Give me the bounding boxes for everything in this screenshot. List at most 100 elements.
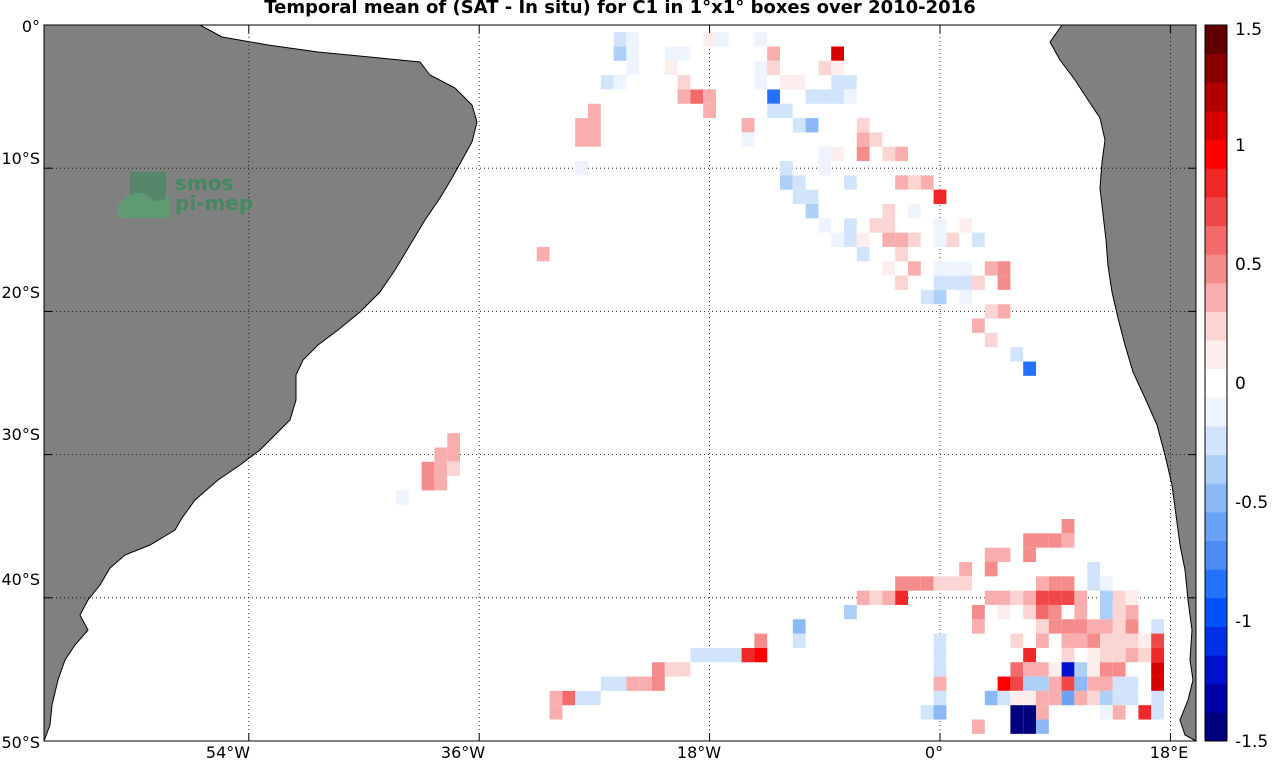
heatmap-cell [767, 89, 780, 104]
x-axis-labels: 54°W 36°W 18°W 0° 18°E [206, 743, 1188, 762]
heatmap-cell [831, 46, 844, 61]
heatmap-cell [613, 676, 627, 691]
heatmap-cell [933, 261, 947, 276]
heatmap-cell [972, 604, 985, 620]
heatmap-cell [1112, 619, 1126, 634]
heatmap-cell [933, 662, 947, 677]
heatmap-cell [792, 619, 806, 634]
heatmap-cell [1151, 662, 1164, 677]
heatmap-cell [626, 32, 640, 47]
heatmap-cell [946, 261, 960, 276]
heatmap-cell [1074, 604, 1088, 620]
colorbar-segment [1205, 712, 1227, 742]
heatmap-cell [933, 289, 947, 305]
colorbar-segment [1205, 569, 1227, 599]
heatmap-cell [882, 232, 896, 247]
heatmap-cell [869, 132, 883, 147]
heatmap-cell [920, 175, 934, 190]
heatmap-cell [780, 103, 793, 119]
heatmap-cell [946, 576, 960, 591]
heatmap-cell [792, 633, 806, 648]
heatmap-cell [1048, 619, 1062, 634]
heatmap-cell [792, 175, 806, 190]
heatmap-cell [716, 32, 729, 47]
heatmap-cell [575, 690, 588, 706]
heatmap-cell [1036, 705, 1049, 720]
heatmap-cell [1061, 533, 1075, 548]
heatmap-cell [434, 476, 448, 491]
y-tick-label: 10°S [1, 149, 40, 168]
colorbar-segment [1205, 82, 1227, 112]
heatmap-cell [856, 590, 870, 605]
heatmap-cell [703, 32, 716, 47]
heatmap-cell [626, 46, 640, 61]
heatmap-cell [1100, 690, 1113, 706]
heatmap-cell [1100, 590, 1113, 605]
heatmap-cell [1125, 619, 1139, 634]
heatmap-cell [818, 89, 832, 104]
heatmap-cell [639, 60, 652, 76]
heatmap-cell [933, 676, 947, 691]
heatmap-cell [1036, 719, 1049, 734]
heatmap-cell [434, 461, 448, 477]
colorbar-segment [1205, 168, 1227, 198]
heatmap-cell [1112, 590, 1126, 605]
heatmap-cell [997, 690, 1011, 706]
heatmap-cell [856, 146, 870, 162]
heatmap-cell [549, 690, 563, 706]
heatmap-cell [882, 204, 896, 219]
heatmap-cell [1087, 633, 1100, 648]
heatmap-cell [1125, 604, 1139, 620]
heatmap-cell [1112, 676, 1126, 691]
heatmap-cell [1036, 662, 1049, 677]
heatmap-cell [972, 719, 985, 734]
heatmap-cell [933, 232, 947, 247]
heatmap-cell [600, 676, 614, 691]
heatmap-cell [805, 204, 819, 219]
y-axis-labels: 0° 10°S 20°S 30°S 40°S 50°S [1, 17, 40, 752]
chart-title: Temporal mean of (SAT - In situ) for C1 … [264, 0, 976, 18]
heatmap-cell [1023, 676, 1036, 691]
heatmap-cell [754, 75, 768, 90]
heatmap-cell [792, 189, 806, 204]
heatmap-cell [908, 232, 921, 247]
heatmap-cell [1061, 676, 1075, 691]
heatmap-cell [959, 562, 972, 577]
heatmap-cell [1048, 690, 1062, 706]
heatmap-cell [844, 89, 857, 104]
heatmap-cell [831, 146, 844, 162]
colorbar: 1.5 1 0.5 0 -0.5 -1 -1.5 [1204, 20, 1268, 752]
x-tick-label: 0° [925, 743, 943, 762]
heatmap-cell [1048, 604, 1062, 620]
colorbar-segment [1205, 511, 1227, 542]
heatmap-cell [677, 89, 691, 104]
heatmap-cell [1151, 705, 1164, 720]
heatmap-cell [1100, 633, 1113, 648]
heatmap-cell [1087, 576, 1100, 591]
heatmap-cell [959, 289, 972, 305]
heatmap-cell [1010, 633, 1024, 648]
heatmap-cell [728, 647, 742, 663]
heatmap-cell [1087, 647, 1100, 663]
heatmap-cell [984, 261, 998, 276]
heatmap-cell [1112, 690, 1126, 706]
colorbar-segment [1205, 368, 1227, 398]
africa-land [1049, 24, 1197, 742]
heatmap-cell [1036, 633, 1049, 648]
heatmap-cell [1023, 690, 1036, 706]
heatmap-cell [997, 304, 1011, 319]
heatmap-cell [767, 103, 780, 119]
heatmap-cell [1048, 662, 1062, 677]
colorbar-segment [1205, 25, 1227, 55]
x-tick-label: 36°W [441, 743, 485, 762]
heatmap-cell [1138, 633, 1152, 648]
heatmap-cell [703, 89, 716, 104]
heatmap-cell [741, 132, 755, 147]
heatmap-cell [588, 103, 601, 119]
heatmap-cell [1074, 633, 1088, 648]
heatmap-cell [447, 461, 460, 477]
heatmap-cell [626, 60, 640, 76]
heatmap-cell [818, 146, 832, 162]
heatmap-cell [1036, 690, 1049, 706]
